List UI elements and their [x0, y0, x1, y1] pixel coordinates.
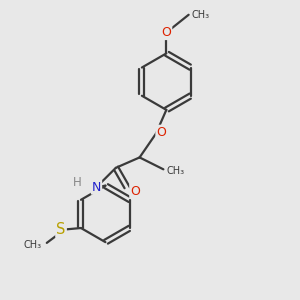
Text: CH₃: CH₃ [23, 240, 41, 250]
Text: O: O [156, 126, 166, 139]
Text: O: O [161, 26, 171, 39]
Text: N: N [92, 181, 101, 194]
Text: S: S [56, 222, 66, 237]
Text: CH₃: CH₃ [192, 10, 210, 20]
Text: H: H [73, 176, 82, 189]
Text: O: O [130, 184, 140, 197]
Text: CH₃: CH₃ [167, 166, 185, 176]
